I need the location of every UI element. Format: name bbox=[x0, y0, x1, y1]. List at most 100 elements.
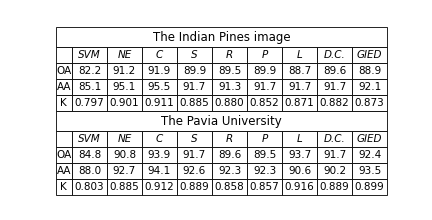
Text: K: K bbox=[60, 182, 67, 192]
Bar bbox=[352, 63, 387, 79]
Text: 82.2: 82.2 bbox=[78, 66, 101, 76]
Text: 0.803: 0.803 bbox=[75, 182, 104, 192]
Text: 0.885: 0.885 bbox=[110, 182, 139, 192]
Text: 91.7: 91.7 bbox=[323, 82, 346, 92]
Bar bbox=[247, 163, 282, 179]
Text: 89.9: 89.9 bbox=[183, 66, 206, 76]
Bar bbox=[212, 48, 247, 63]
Text: 0.880: 0.880 bbox=[215, 98, 245, 108]
Text: SVM: SVM bbox=[78, 50, 101, 61]
Text: L: L bbox=[297, 134, 302, 144]
Bar bbox=[72, 163, 107, 179]
Text: 94.1: 94.1 bbox=[148, 166, 171, 176]
Bar bbox=[56, 27, 387, 48]
Bar bbox=[177, 163, 212, 179]
Bar bbox=[107, 48, 142, 63]
Bar bbox=[352, 79, 387, 95]
Bar bbox=[142, 131, 177, 147]
Text: The Indian Pines image: The Indian Pines image bbox=[152, 31, 290, 44]
Bar bbox=[142, 79, 177, 95]
Bar bbox=[177, 63, 212, 79]
Bar bbox=[56, 179, 72, 195]
Text: OA: OA bbox=[56, 66, 71, 76]
Bar bbox=[212, 63, 247, 79]
Bar bbox=[247, 48, 282, 63]
Bar bbox=[247, 79, 282, 95]
Bar bbox=[212, 147, 247, 163]
Bar bbox=[212, 79, 247, 95]
Text: 0.858: 0.858 bbox=[215, 182, 245, 192]
Bar bbox=[72, 131, 107, 147]
Text: 91.3: 91.3 bbox=[218, 82, 241, 92]
Bar bbox=[317, 147, 352, 163]
Text: 91.7: 91.7 bbox=[323, 150, 346, 160]
Bar bbox=[282, 147, 317, 163]
Bar bbox=[212, 95, 247, 111]
Bar bbox=[107, 131, 142, 147]
Bar bbox=[352, 131, 387, 147]
Bar bbox=[282, 163, 317, 179]
Bar bbox=[282, 95, 317, 111]
Bar bbox=[56, 48, 72, 63]
Text: C: C bbox=[156, 134, 163, 144]
Text: R: R bbox=[226, 134, 233, 144]
Bar bbox=[142, 48, 177, 63]
Bar bbox=[212, 179, 247, 195]
Text: 90.2: 90.2 bbox=[323, 166, 346, 176]
Bar bbox=[107, 79, 142, 95]
Text: 88.7: 88.7 bbox=[288, 66, 311, 76]
Text: SVM: SVM bbox=[78, 134, 101, 144]
Text: D.C.: D.C. bbox=[324, 50, 346, 61]
Text: S: S bbox=[191, 134, 198, 144]
Text: K: K bbox=[60, 98, 67, 108]
Text: 0.899: 0.899 bbox=[355, 182, 384, 192]
Text: 95.1: 95.1 bbox=[113, 82, 136, 92]
Bar bbox=[72, 48, 107, 63]
Text: 91.2: 91.2 bbox=[113, 66, 136, 76]
Text: NE: NE bbox=[118, 50, 132, 61]
Text: P: P bbox=[261, 50, 268, 61]
Text: 0.885: 0.885 bbox=[180, 98, 210, 108]
Bar bbox=[352, 95, 387, 111]
Text: 93.9: 93.9 bbox=[148, 150, 171, 160]
Bar bbox=[282, 79, 317, 95]
Bar bbox=[177, 48, 212, 63]
Bar bbox=[142, 63, 177, 79]
Bar bbox=[352, 179, 387, 195]
Text: 0.912: 0.912 bbox=[145, 182, 175, 192]
Text: 92.1: 92.1 bbox=[358, 82, 381, 92]
Bar bbox=[177, 95, 212, 111]
Text: The Pavia University: The Pavia University bbox=[161, 115, 282, 128]
Text: 89.5: 89.5 bbox=[218, 66, 241, 76]
Text: L: L bbox=[297, 50, 302, 61]
Bar bbox=[142, 163, 177, 179]
Text: AA: AA bbox=[57, 82, 71, 92]
Text: 0.871: 0.871 bbox=[285, 98, 314, 108]
Text: OA: OA bbox=[56, 150, 71, 160]
Bar bbox=[247, 63, 282, 79]
Text: 88.9: 88.9 bbox=[358, 66, 381, 76]
Text: P: P bbox=[261, 134, 268, 144]
Bar bbox=[56, 163, 72, 179]
Text: 0.852: 0.852 bbox=[250, 98, 280, 108]
Bar bbox=[72, 95, 107, 111]
Bar bbox=[107, 179, 142, 195]
Text: GIED: GIED bbox=[357, 50, 382, 61]
Bar bbox=[212, 163, 247, 179]
Text: 0.889: 0.889 bbox=[320, 182, 349, 192]
Text: D.C.: D.C. bbox=[324, 134, 346, 144]
Bar bbox=[72, 79, 107, 95]
Bar bbox=[247, 95, 282, 111]
Text: 84.8: 84.8 bbox=[78, 150, 101, 160]
Bar bbox=[352, 163, 387, 179]
Text: 92.3: 92.3 bbox=[218, 166, 241, 176]
Bar bbox=[212, 131, 247, 147]
Bar bbox=[72, 63, 107, 79]
Text: 91.9: 91.9 bbox=[148, 66, 171, 76]
Text: 92.3: 92.3 bbox=[253, 166, 276, 176]
Text: 92.7: 92.7 bbox=[113, 166, 136, 176]
Bar bbox=[317, 179, 352, 195]
Bar bbox=[352, 48, 387, 63]
Text: 91.7: 91.7 bbox=[288, 82, 311, 92]
Text: 91.7: 91.7 bbox=[183, 82, 206, 92]
